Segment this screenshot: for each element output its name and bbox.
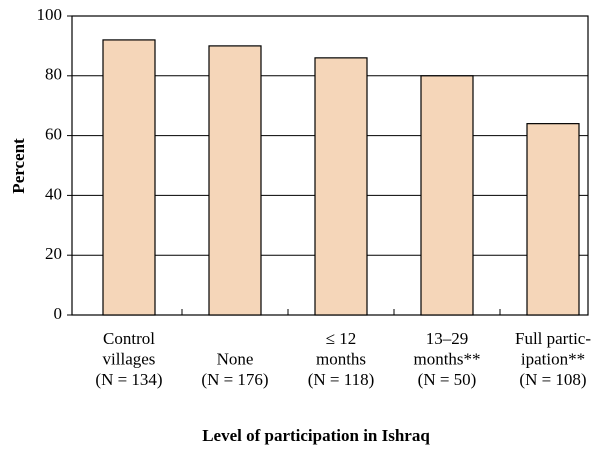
x-tick-label: (N = 118) — [308, 370, 375, 389]
x-tick-label: (N = 50) — [418, 370, 477, 389]
y-axis-title: Percent — [9, 138, 28, 194]
y-tick-label: 20 — [45, 244, 62, 263]
bar — [208, 45, 262, 316]
bar — [314, 57, 368, 316]
x-tick-label: Control — [103, 329, 155, 348]
x-tick-label: ≤ 12 — [326, 329, 357, 348]
y-tick-label: 60 — [45, 125, 62, 144]
x-tick-label: None — [217, 349, 254, 368]
bar — [526, 123, 580, 316]
x-tick-label: (N = 176) — [201, 370, 268, 389]
y-tick-label: 100 — [37, 5, 63, 24]
x-tick-label: 13–29 — [426, 329, 469, 348]
bar — [420, 75, 474, 316]
x-tick-label: ipation** — [521, 349, 585, 368]
x-tick-label: months** — [413, 349, 480, 368]
x-tick-label: months — [316, 349, 366, 368]
x-axis-title: Level of participation in Ishraq — [202, 426, 430, 445]
bar — [102, 39, 156, 316]
x-tick-label: (N = 108) — [519, 370, 586, 389]
x-tick-label: (N = 134) — [95, 370, 162, 389]
y-tick-label: 40 — [45, 184, 62, 203]
y-tick-label: 0 — [54, 304, 63, 323]
y-tick-label: 80 — [45, 65, 62, 84]
x-tick-label: Full partic- — [515, 329, 591, 348]
x-tick-label: villages — [103, 349, 156, 368]
